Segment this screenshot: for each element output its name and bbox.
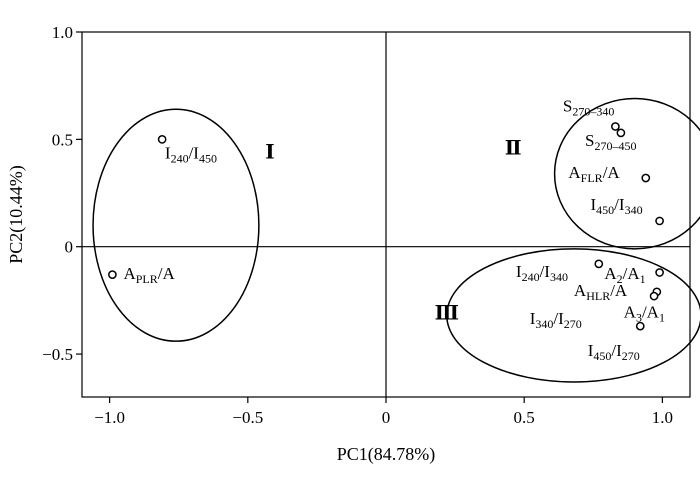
group-ellipses: Ⅰ Ⅱ Ⅲ [92,97,700,383]
y-tick-label: 0 [65,238,74,257]
data-point [655,216,664,226]
point-label: I340/I270 [530,309,582,331]
x-tick-label: −0.5 [232,408,263,427]
x-axis-label: PC1(84.78%) [337,444,436,465]
data-point [616,128,626,138]
y-tick-label: −0.5 [42,345,73,364]
point-label: A2/A1 [604,264,645,286]
y-tick-label: 1.0 [52,23,73,42]
point-label: AFLR/A [568,163,620,185]
point-label: A3/A1 [624,303,665,325]
data-point [655,268,664,277]
point-label: I450/I340 [591,195,643,217]
point-label: AHLR/A [574,281,628,303]
x-tick-label: 1.0 [652,408,673,427]
point-label: S270–450 [585,131,636,153]
x-tick-label: 0 [382,408,391,427]
data-point [635,321,645,331]
data-points [108,122,664,331]
data-point [611,122,620,131]
point-labels: I240/I450 APLR/A S270–340 S270–450 AFLR/A I45… [123,96,664,363]
point-label: S270–340 [563,96,614,118]
y-axis-ticks: −0.5 0 0.5 1.0 [42,23,82,364]
y-tick-label: 0.5 [52,130,73,149]
data-point [594,259,604,269]
point-label: I240/I340 [516,262,568,284]
group-label: Ⅱ [505,137,522,159]
data-point [157,135,167,144]
data-point [649,291,659,301]
group-label: Ⅰ [265,142,274,164]
y-axis-label: PC2(10.44%) [6,165,27,264]
x-axis-ticks: −1.0 −0.5 0 0.5 1.0 [94,397,673,427]
zero-lines [82,32,690,397]
group-ellipse [553,97,700,250]
point-label: APLR/A [123,264,175,286]
group-ellipse [92,108,260,342]
group-ellipse [446,248,700,383]
data-point [108,270,117,279]
x-tick-label: −1.0 [94,408,125,427]
data-point [641,173,651,183]
point-label: I450/I270 [588,341,640,363]
x-tick-label: 0.5 [514,408,535,427]
point-label: I240/I450 [165,144,217,166]
group-label: Ⅲ [435,303,459,325]
